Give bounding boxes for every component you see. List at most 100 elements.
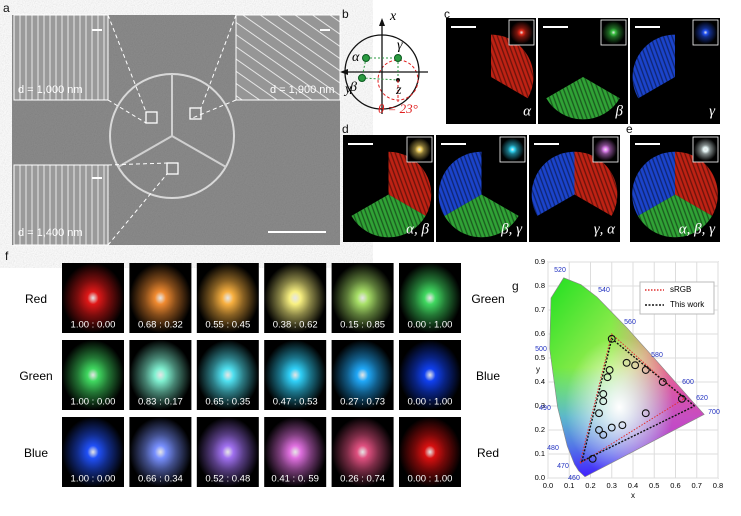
emission-glow bbox=[264, 340, 327, 410]
inset-glow bbox=[510, 21, 533, 44]
inset-caption: d = 1,400 nm bbox=[18, 227, 83, 239]
inset-glow bbox=[602, 21, 625, 44]
x-axis-label: x bbox=[631, 491, 635, 500]
x-tick-label: 0.7 bbox=[692, 481, 702, 490]
data-point bbox=[631, 361, 640, 370]
panel-label: b bbox=[342, 7, 349, 21]
point-name: α bbox=[352, 50, 360, 65]
wavelength-label: 700 bbox=[708, 409, 720, 416]
wavelength-label: 600 bbox=[682, 379, 694, 386]
wavelength-label: 620 bbox=[696, 395, 708, 402]
data-point bbox=[599, 430, 608, 439]
inset-glow bbox=[594, 138, 617, 161]
y-tick-label: 0.4 bbox=[535, 377, 545, 386]
grating-stripes bbox=[637, 194, 713, 238]
data-point bbox=[618, 421, 627, 430]
mix-ratio: 0.00 : 1.00 bbox=[408, 397, 453, 408]
inset-caption: d = 1,900 nm bbox=[270, 84, 335, 96]
panel-b: b x y z α β γ θ = 23° bbox=[340, 7, 428, 116]
axis-name: x bbox=[389, 9, 397, 24]
emission-glow bbox=[129, 263, 192, 333]
x-tick-label: 0.5 bbox=[649, 481, 659, 490]
row-label: Red bbox=[477, 446, 499, 460]
mix-ratio: 0.38 : 0.62 bbox=[273, 320, 318, 331]
wavelength-label: 490 bbox=[539, 405, 551, 412]
emission-glow bbox=[264, 417, 327, 487]
inset-glow bbox=[694, 138, 717, 161]
scale-bars bbox=[92, 29, 330, 233]
arrow bbox=[340, 69, 348, 75]
panel-label: f bbox=[5, 249, 9, 263]
data-point bbox=[641, 366, 650, 374]
row-label: Green bbox=[19, 369, 52, 383]
caption: β, γ bbox=[500, 221, 523, 237]
y-tick-label: 0.8 bbox=[535, 281, 545, 290]
gamut-triangle bbox=[579, 333, 685, 465]
caption: β bbox=[615, 103, 624, 119]
point-name: γ bbox=[397, 38, 403, 53]
mix-ratio: 0.26 : 0.74 bbox=[340, 474, 385, 485]
locus-white bbox=[549, 277, 705, 478]
panel-label: e bbox=[626, 122, 633, 136]
data-point bbox=[622, 358, 631, 367]
sem-markers bbox=[145, 107, 202, 175]
row-label: Blue bbox=[476, 369, 500, 383]
data-point bbox=[605, 366, 614, 374]
caption: α, β, γ bbox=[679, 221, 716, 237]
panel-a: a d = 1,000 nm d = 1,900 nm d = 1,400 nm bbox=[3, 1, 341, 246]
mix-ratio: 0.47 : 0.53 bbox=[273, 397, 318, 408]
wavelength-label: 460 bbox=[568, 475, 580, 482]
emission-glow bbox=[196, 340, 259, 410]
point-name: β bbox=[349, 80, 357, 95]
wavelength-label: 520 bbox=[554, 267, 566, 274]
inset-glow bbox=[501, 138, 524, 161]
emission-glow bbox=[331, 417, 394, 487]
emission-glow bbox=[196, 263, 259, 333]
y-tick-label: 0.0 bbox=[535, 473, 545, 482]
inset-glow bbox=[694, 21, 717, 44]
data-point bbox=[607, 423, 616, 432]
mix-ratio: 0.41 : 0. 59 bbox=[271, 474, 319, 485]
wavelength-label: 560 bbox=[624, 319, 636, 326]
grating-stripes bbox=[444, 194, 519, 238]
grating-stripes bbox=[438, 151, 482, 216]
row-label: Green bbox=[471, 292, 504, 306]
wavelength-label: 500 bbox=[535, 346, 547, 353]
grating-stripes bbox=[574, 151, 618, 216]
emission-glow bbox=[399, 417, 461, 487]
mix-ratio: 0.27 : 0.73 bbox=[340, 397, 385, 408]
legend-label: sRGB bbox=[670, 285, 691, 294]
emission-glow bbox=[399, 263, 461, 333]
mix-ratio: 0.00 : 1.00 bbox=[408, 474, 453, 485]
row-label: Blue bbox=[24, 446, 48, 460]
panel-g bbox=[547, 261, 719, 479]
y-tick-label: 0.7 bbox=[535, 305, 545, 314]
data-point bbox=[677, 394, 686, 403]
data-point bbox=[658, 378, 667, 386]
mix-ratio: 0.52 : 0.48 bbox=[205, 474, 250, 485]
data-point bbox=[599, 397, 608, 406]
caption: α bbox=[523, 103, 532, 119]
y-axis-label: y bbox=[536, 365, 540, 374]
y-tick-label: 0.1 bbox=[535, 449, 545, 458]
angle-label: θ = 23° bbox=[378, 101, 418, 116]
panel-label: g bbox=[512, 279, 519, 293]
data-point bbox=[603, 373, 612, 382]
axis-name: y bbox=[343, 82, 352, 97]
panel-label: d bbox=[342, 122, 349, 136]
grating-stripes bbox=[531, 151, 575, 216]
data-point bbox=[588, 454, 597, 463]
row-label: Red bbox=[25, 292, 47, 306]
mix-ratio: 0.55 : 0.45 bbox=[205, 320, 250, 331]
panel-label: a bbox=[3, 1, 10, 15]
y-tick-label: 0.3 bbox=[535, 401, 545, 410]
zoom-lines bbox=[107, 14, 237, 246]
emission-glow bbox=[62, 263, 124, 333]
emission-glow bbox=[196, 417, 259, 487]
caption: γ bbox=[709, 103, 716, 119]
wavelength-label: 580 bbox=[651, 352, 663, 359]
data-point bbox=[595, 409, 603, 418]
x-tick-label: 0.4 bbox=[628, 481, 638, 490]
